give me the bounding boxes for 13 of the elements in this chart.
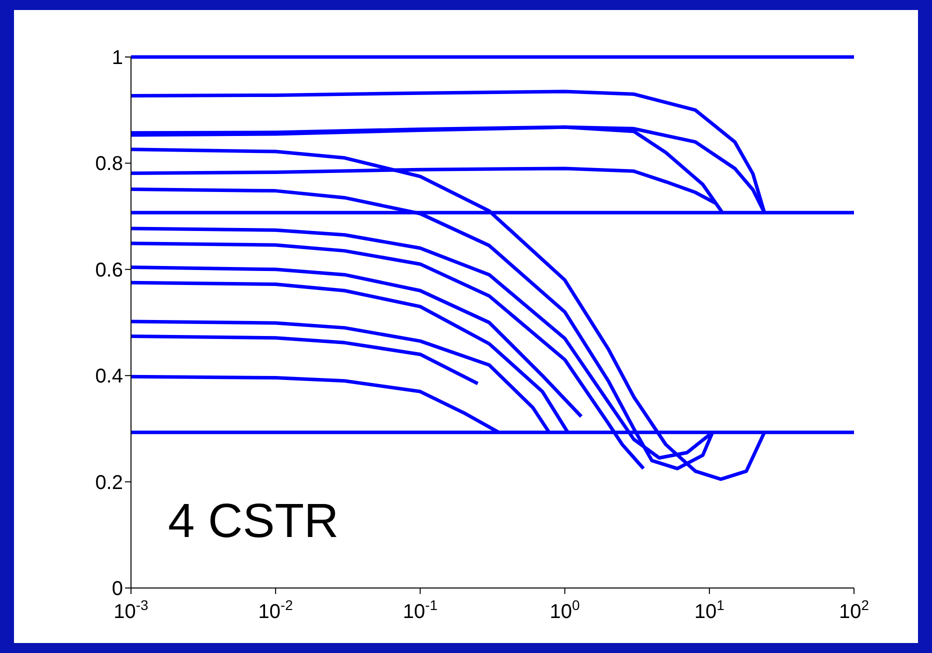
x-tick-label: 10$^{-1}$ (402, 597, 438, 623)
x-tick-label: 10$^{2}$ (838, 597, 870, 623)
y-tick-label: 0.2 (95, 472, 123, 494)
x-tick-label: 10$^{1}$ (694, 597, 725, 623)
y-tick-label: 0 (112, 578, 123, 600)
x-tick-label: 10$^{-3}$ (114, 597, 149, 623)
y-tick-label: 1 (112, 47, 123, 69)
y-tick-label: 0.6 (95, 259, 123, 282)
y-tick-label: 0.4 (95, 366, 123, 388)
y-tick-label: 0.8 (95, 153, 123, 176)
x-tick-label: 10$^{-2}$ (258, 597, 294, 623)
annotation: 4 CSTR (168, 495, 339, 548)
x-tick-label: 10$^{0}$ (550, 597, 580, 623)
